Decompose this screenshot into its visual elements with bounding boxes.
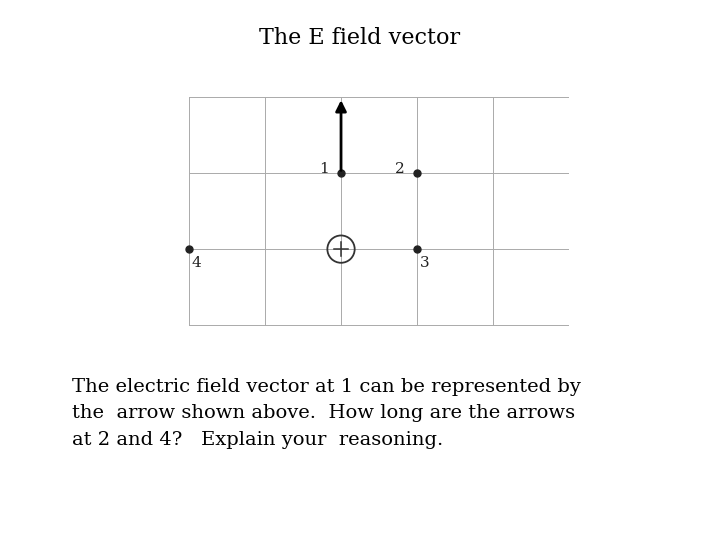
Point <box>184 245 195 253</box>
Text: 1: 1 <box>320 163 329 177</box>
Text: 3: 3 <box>420 256 429 270</box>
Point <box>411 169 423 178</box>
Text: 4: 4 <box>192 256 202 270</box>
Text: The E field vector: The E field vector <box>259 27 461 49</box>
Point <box>411 245 423 253</box>
Point <box>336 169 347 178</box>
Text: The electric field vector at 1 can be represented by
the  arrow shown above.  Ho: The electric field vector at 1 can be re… <box>72 378 581 449</box>
Text: 2: 2 <box>395 163 405 177</box>
